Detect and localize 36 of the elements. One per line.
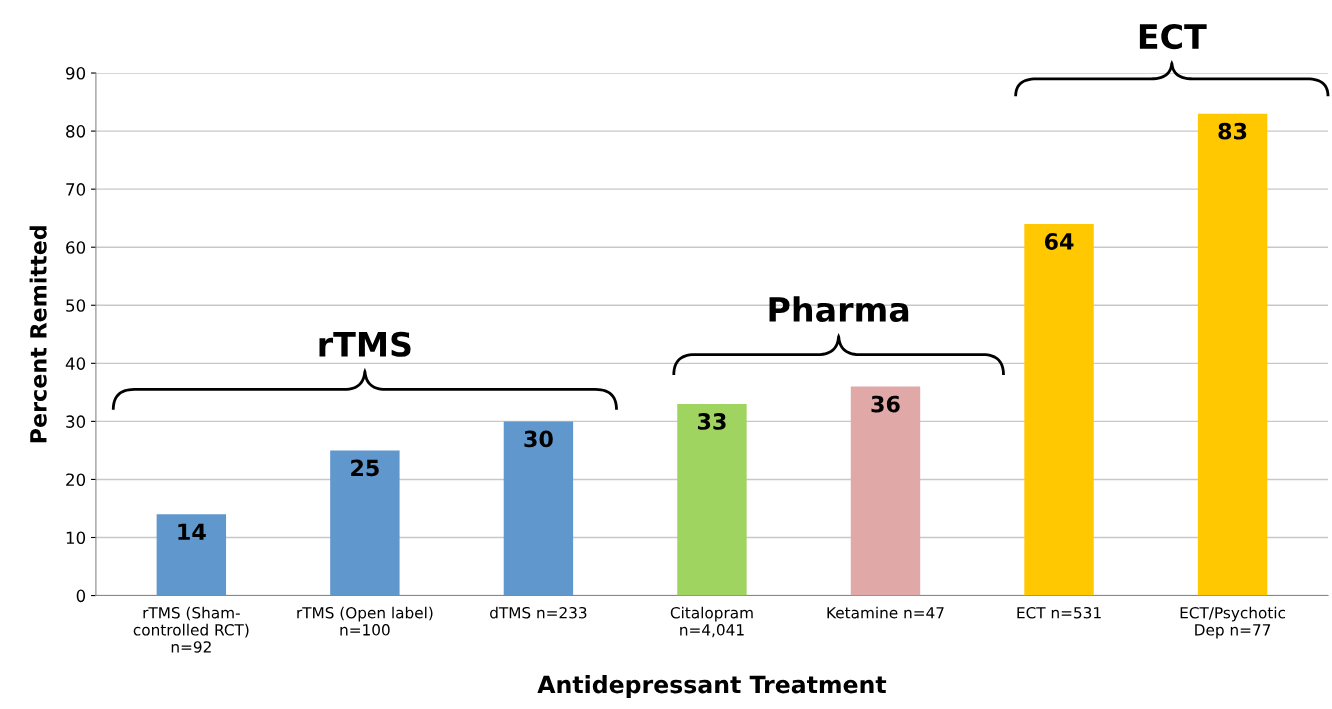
- data-label: 36: [871, 395, 900, 413]
- bar: [677, 403, 747, 596]
- data-label: 83: [1218, 122, 1247, 140]
- bar: [330, 450, 400, 596]
- bar: [1024, 223, 1094, 596]
- annotation: rTMS: [319, 331, 411, 357]
- x-tick-label: Ketamine n=47: [827, 606, 944, 619]
- y-tick-label: 20: [66, 473, 86, 487]
- y-tick-label: 70: [66, 183, 86, 196]
- y-tick-label: 0: [76, 589, 86, 603]
- x-tick-label: rTMS (Open label) n=100: [297, 606, 433, 636]
- y-axis-title: Percent Remitted: [29, 226, 47, 443]
- y-tick-label: 80: [66, 125, 86, 138]
- data-label: 25: [351, 459, 379, 477]
- data-label: 30: [524, 430, 553, 448]
- y-tick-label: 30: [66, 415, 86, 428]
- bar: [156, 514, 227, 596]
- data-label: 33: [697, 413, 726, 430]
- y-tick-label: 90: [66, 66, 86, 80]
- data-label: 14: [178, 523, 206, 540]
- text: ECT: [1139, 23, 1207, 50]
- y-tick-label: 50: [66, 299, 86, 312]
- x-tick-label: Citalopram n=4,041: [670, 606, 753, 638]
- y-tick-label: 60: [66, 241, 86, 254]
- data-label: 64: [1044, 233, 1074, 250]
- bar: [1197, 113, 1268, 596]
- y-tick-label: 40: [65, 357, 86, 370]
- x-tick-label: ECT/Psychotic Dep n=77: [1180, 606, 1286, 639]
- x-tick-label: rTMS (Sham- controlled RCT) n=92: [133, 606, 249, 653]
- bar: [850, 386, 921, 596]
- annotation: Pharma: [769, 296, 909, 323]
- x-axis-title: Antidepressant Treatment: [537, 675, 887, 698]
- bar: [503, 421, 574, 596]
- x-tick-label: ECT n=531: [1017, 606, 1101, 619]
- y-tick-label: 10: [66, 531, 86, 545]
- x-tick-label: dTMS n=233: [490, 606, 587, 619]
